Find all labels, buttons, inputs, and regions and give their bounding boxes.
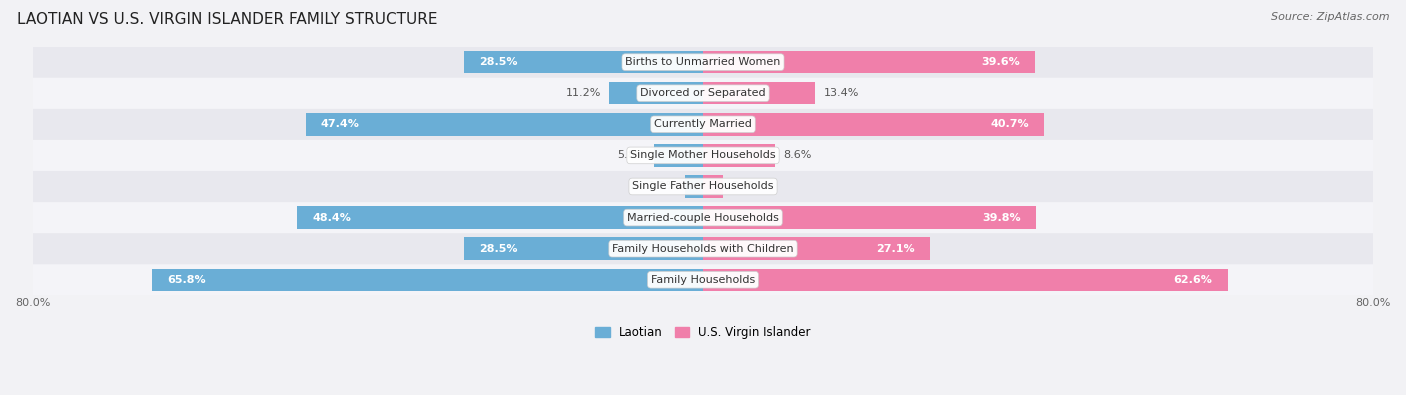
Text: 2.4%: 2.4% xyxy=(731,181,761,192)
Text: 40.7%: 40.7% xyxy=(990,119,1029,129)
Bar xyxy=(703,113,1045,135)
FancyBboxPatch shape xyxy=(32,264,1374,295)
Text: 47.4%: 47.4% xyxy=(321,119,360,129)
Text: 8.6%: 8.6% xyxy=(783,150,811,160)
Text: Currently Married: Currently Married xyxy=(654,119,752,129)
Text: 2.2%: 2.2% xyxy=(648,181,676,192)
Text: Births to Unmarried Women: Births to Unmarried Women xyxy=(626,57,780,67)
Bar xyxy=(703,175,723,198)
Bar xyxy=(609,82,703,104)
Bar xyxy=(685,175,703,198)
Bar xyxy=(464,237,703,260)
Text: Married-couple Households: Married-couple Households xyxy=(627,213,779,222)
Legend: Laotian, U.S. Virgin Islander: Laotian, U.S. Virgin Islander xyxy=(591,322,815,344)
Text: Family Households with Children: Family Households with Children xyxy=(612,244,794,254)
Bar xyxy=(654,144,703,167)
Text: 39.8%: 39.8% xyxy=(983,213,1021,222)
FancyBboxPatch shape xyxy=(32,109,1374,140)
FancyBboxPatch shape xyxy=(32,202,1374,233)
Text: 39.6%: 39.6% xyxy=(981,57,1019,67)
Text: 80.0%: 80.0% xyxy=(15,298,51,308)
Bar xyxy=(298,206,703,229)
FancyBboxPatch shape xyxy=(32,140,1374,171)
FancyBboxPatch shape xyxy=(32,233,1374,264)
Text: 28.5%: 28.5% xyxy=(479,57,517,67)
Bar xyxy=(703,206,1036,229)
Text: Divorced or Separated: Divorced or Separated xyxy=(640,88,766,98)
FancyBboxPatch shape xyxy=(32,171,1374,202)
Text: 27.1%: 27.1% xyxy=(876,244,915,254)
Text: 80.0%: 80.0% xyxy=(1355,298,1391,308)
FancyBboxPatch shape xyxy=(32,78,1374,109)
Bar xyxy=(703,237,929,260)
Text: 13.4%: 13.4% xyxy=(824,88,859,98)
Text: 48.4%: 48.4% xyxy=(312,213,352,222)
Bar xyxy=(464,51,703,73)
Text: Single Father Households: Single Father Households xyxy=(633,181,773,192)
Bar xyxy=(703,269,1227,291)
Bar xyxy=(152,269,703,291)
Text: 65.8%: 65.8% xyxy=(167,275,205,285)
Bar xyxy=(703,82,815,104)
Text: Family Households: Family Households xyxy=(651,275,755,285)
Text: 11.2%: 11.2% xyxy=(565,88,600,98)
Bar xyxy=(703,144,775,167)
Text: 62.6%: 62.6% xyxy=(1174,275,1212,285)
Text: Source: ZipAtlas.com: Source: ZipAtlas.com xyxy=(1271,12,1389,22)
Bar xyxy=(703,51,1035,73)
Text: 28.5%: 28.5% xyxy=(479,244,517,254)
Text: Single Mother Households: Single Mother Households xyxy=(630,150,776,160)
FancyBboxPatch shape xyxy=(32,47,1374,78)
Bar xyxy=(307,113,703,135)
Text: LAOTIAN VS U.S. VIRGIN ISLANDER FAMILY STRUCTURE: LAOTIAN VS U.S. VIRGIN ISLANDER FAMILY S… xyxy=(17,12,437,27)
Text: 5.8%: 5.8% xyxy=(617,150,645,160)
